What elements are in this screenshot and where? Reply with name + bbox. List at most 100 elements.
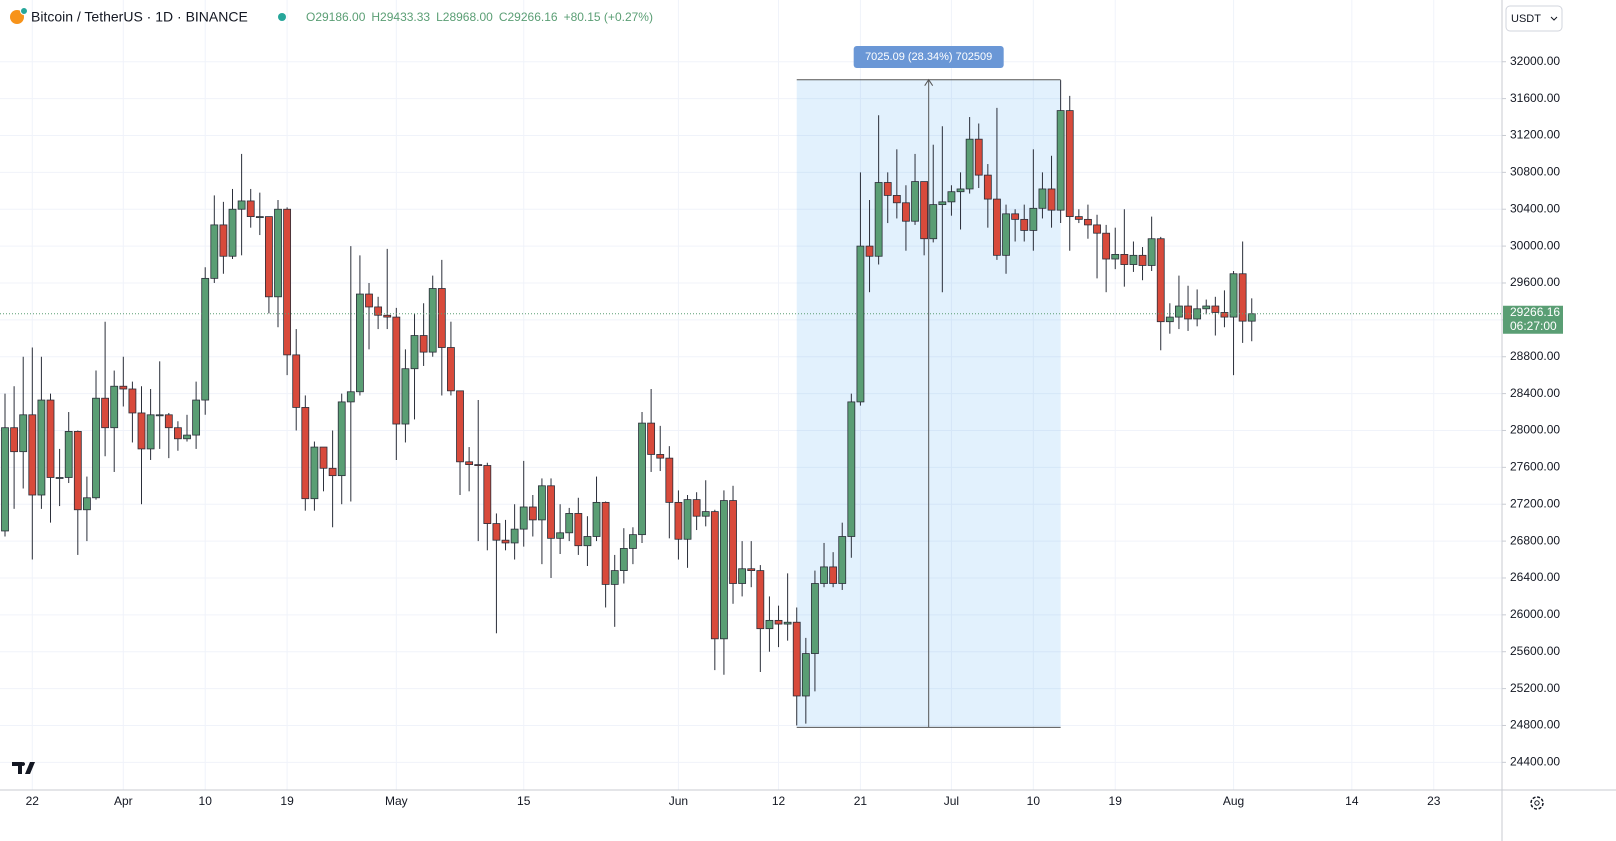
x-tick-label: 22 <box>26 794 40 808</box>
y-tick-label: 30000.00 <box>1510 238 1560 252</box>
y-tick-label: 26000.00 <box>1510 607 1560 621</box>
candle-body <box>1029 207 1038 231</box>
candle-body <box>1211 305 1220 313</box>
candle-body <box>119 385 128 390</box>
price-label-box <box>1503 305 1563 334</box>
candle-body <box>465 461 474 465</box>
candle-body <box>1220 312 1229 318</box>
candle-body <box>73 430 82 511</box>
x-tick-label: Jun <box>669 794 688 808</box>
candle-body <box>456 390 464 463</box>
candle-body <box>601 501 610 585</box>
candle-body <box>710 511 719 640</box>
ohlc-value: +80.15 (+0.27%) <box>564 10 653 24</box>
x-tick-label: May <box>385 794 408 808</box>
candle-body <box>556 532 565 539</box>
candle-body <box>219 224 228 257</box>
candle-body <box>929 204 938 240</box>
currency-button[interactable]: USDT <box>1505 5 1563 32</box>
candle-body <box>865 245 874 257</box>
price-label: 29266.16 <box>1510 305 1560 319</box>
x-tick-label: 19 <box>280 794 294 808</box>
candle-body <box>1047 188 1056 211</box>
candle-body <box>738 568 747 584</box>
candle-body <box>619 548 628 571</box>
candle-body <box>983 174 992 200</box>
gear-hub <box>1534 800 1540 806</box>
candle-body <box>55 477 64 479</box>
candle-body <box>683 499 692 540</box>
candle-body <box>428 288 437 353</box>
candle-body <box>110 385 119 429</box>
candle-body <box>19 414 28 453</box>
ohlc-value: H29433.33 <box>371 10 430 24</box>
countdown: 06:27:00 <box>1510 319 1557 333</box>
candle-body <box>1020 218 1029 231</box>
candle-body <box>1093 224 1101 234</box>
candle-body <box>956 188 965 193</box>
quote-icon <box>20 7 28 15</box>
candle-body <box>1184 305 1192 320</box>
candle-body <box>720 500 728 640</box>
candle-body <box>83 497 91 511</box>
settings-button[interactable] <box>1530 796 1544 810</box>
y-tick-label: 28400.00 <box>1510 386 1560 400</box>
ohlc-value: O29186.00 <box>306 10 366 24</box>
candle-body <box>1175 305 1183 318</box>
candle-body <box>265 216 273 298</box>
candle-body <box>301 407 310 500</box>
candle-body <box>747 568 756 571</box>
candle-body <box>447 347 455 392</box>
candle-body <box>128 388 137 414</box>
logo-shape <box>12 762 35 774</box>
x-tick-label: 19 <box>1109 794 1123 808</box>
arrow-head <box>924 78 934 86</box>
candle-body <box>965 138 974 190</box>
y-tick-label: 30400.00 <box>1510 201 1560 215</box>
candle-body <box>328 467 337 477</box>
candle-body <box>856 245 865 403</box>
candle-body <box>783 621 792 625</box>
candle-body <box>801 653 810 697</box>
tv-logo <box>12 762 35 774</box>
candle-body <box>656 454 665 459</box>
x-tick-label: 10 <box>199 794 213 808</box>
candle-body <box>228 208 237 257</box>
candle-body <box>192 399 201 436</box>
x-tick-label: Apr <box>114 794 133 808</box>
candle-body <box>674 501 683 540</box>
candle-body <box>46 399 55 478</box>
candle-body <box>729 500 737 584</box>
candle-body <box>392 316 401 425</box>
candle-body <box>1038 188 1047 209</box>
candle-body <box>474 464 483 466</box>
candle-body <box>1002 213 1010 256</box>
symbol-title[interactable]: Bitcoin / TetherUS · 1D · BINANCE <box>31 9 248 25</box>
candle-body <box>437 288 446 348</box>
candle-body <box>356 293 364 393</box>
candle-body <box>419 335 428 353</box>
candle-body <box>483 465 492 524</box>
candle-body <box>1111 254 1120 260</box>
coin-icon <box>10 10 24 24</box>
measure-label: 7025.09 (28.34%) 702509 <box>865 51 992 63</box>
candle-body <box>892 195 901 204</box>
candle-body <box>665 457 674 503</box>
candle-body <box>1056 110 1065 211</box>
candle-body <box>183 434 191 440</box>
chevron <box>1550 16 1558 21</box>
candle-body <box>820 566 828 584</box>
candle-body <box>310 446 319 500</box>
candle-body <box>756 570 765 630</box>
y-tick-label: 24800.00 <box>1510 718 1560 732</box>
candle-body <box>847 401 856 537</box>
currency: USDT <box>1511 13 1541 25</box>
candle-body <box>1165 316 1174 323</box>
candle-body <box>811 583 819 654</box>
candle-body <box>92 397 100 499</box>
candle-body <box>547 485 555 539</box>
candle-body <box>1 427 9 532</box>
y-tick-label: 31600.00 <box>1510 91 1560 105</box>
gear <box>1530 796 1544 810</box>
